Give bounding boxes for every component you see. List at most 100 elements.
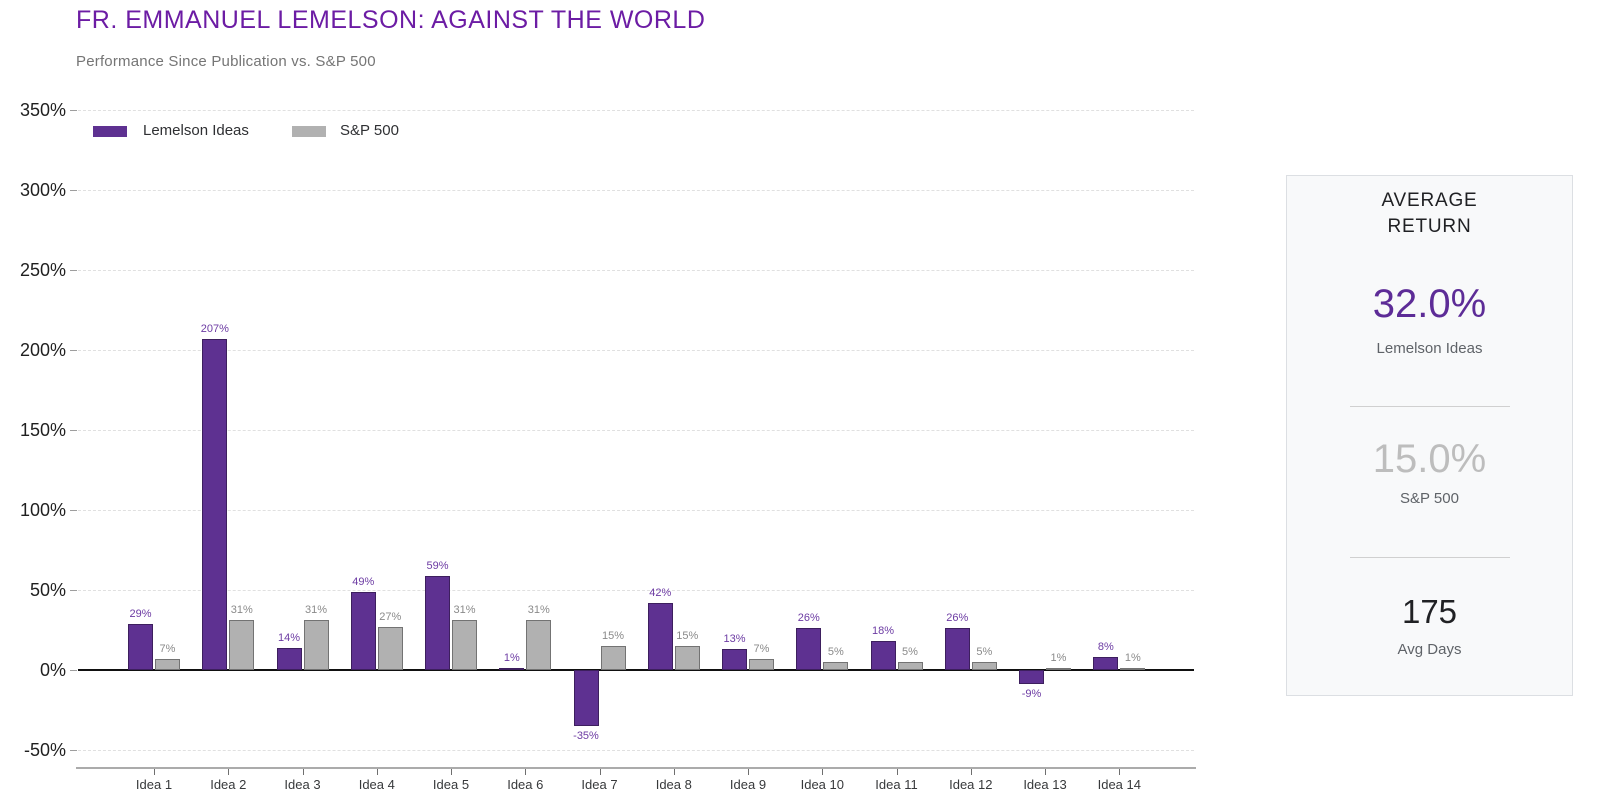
bar-s-p-500-idea-3[interactable] — [303, 620, 329, 670]
bar-s-p-500-idea-6[interactable] — [526, 620, 552, 670]
bar-lemelson-ideas-idea-7[interactable] — [573, 670, 599, 726]
bar-value-label: 13% — [723, 633, 746, 646]
bar-s-p-500-idea-7[interactable] — [600, 646, 626, 670]
bar-lemelson-ideas-idea-6[interactable] — [499, 668, 525, 671]
bar-lemelson-ideas-idea-1[interactable] — [128, 623, 153, 670]
average-return-panel: AVERAGE RETURN 32.0% Lemelson Ideas 15.0… — [1286, 175, 1573, 696]
y-axis-tick — [70, 590, 77, 591]
bar-s-p-500-idea-11[interactable] — [897, 662, 923, 670]
gridline — [78, 430, 1194, 431]
bar-s-p-500-idea-10[interactable] — [823, 662, 849, 670]
panel-divider — [1350, 406, 1510, 407]
bar-value-label: 31% — [453, 604, 476, 617]
bar-value-label: 27% — [379, 610, 402, 623]
bar-s-p-500-idea-4[interactable] — [377, 626, 403, 670]
x-axis-tick — [154, 769, 155, 775]
x-axis-label: Idea 3 — [284, 777, 321, 792]
gridline — [78, 110, 1194, 111]
bar-s-p-500-idea-12[interactable] — [971, 662, 997, 670]
y-axis-label: 250% — [19, 260, 66, 280]
bar-value-label: -35% — [573, 730, 599, 742]
bar-s-p-500-idea-8[interactable] — [674, 646, 700, 670]
x-axis-label: Idea 14 — [1097, 777, 1141, 792]
bar-lemelson-ideas-idea-12[interactable] — [944, 628, 970, 670]
bar-value-label: 207% — [200, 322, 229, 335]
gridline — [78, 350, 1194, 351]
legend-label-sp500[interactable]: S&P 500 — [340, 122, 399, 139]
bar-s-p-500-idea-13[interactable] — [1046, 668, 1071, 671]
x-axis-label: Idea 12 — [949, 777, 993, 792]
x-axis-tick — [302, 769, 304, 775]
bar-value-label: 7% — [753, 642, 770, 655]
bar-lemelson-ideas-idea-8[interactable] — [647, 602, 673, 670]
legend-swatch-lemelson-ideas[interactable] — [93, 126, 127, 137]
y-axis-tick — [70, 350, 77, 351]
bar-lemelson-ideas-idea-3[interactable] — [276, 647, 302, 670]
bar-lemelson-ideas-idea-10[interactable] — [796, 628, 822, 670]
bar-value-label: 31% — [230, 604, 253, 617]
bar-lemelson-ideas-idea-14[interactable] — [1093, 657, 1119, 670]
bar-s-p-500-idea-2[interactable] — [229, 620, 255, 670]
chart-subtitle: Performance Since Publication vs. S&P 50… — [76, 53, 376, 70]
bar-value-label: 15% — [601, 630, 625, 642]
bar-value-label: 42% — [649, 586, 672, 599]
y-axis-label: 300% — [19, 180, 66, 200]
y-axis-label: 200% — [19, 340, 66, 360]
y-axis-tick — [70, 670, 77, 671]
bar-value-label: 1% — [1124, 652, 1141, 665]
bar-lemelson-ideas-idea-4[interactable] — [350, 591, 376, 670]
y-axis-label: 0% — [39, 660, 66, 680]
bar-value-label: 31% — [304, 604, 328, 617]
bar-value-label: 5% — [976, 646, 993, 658]
bar-s-p-500-idea-5[interactable] — [452, 620, 477, 670]
gridline — [78, 750, 1194, 751]
bar-lemelson-ideas-idea-9[interactable] — [722, 649, 747, 670]
metric-label-avg-days: Avg Days — [1397, 641, 1462, 658]
legend-label-lemelson-ideas[interactable]: Lemelson Ideas — [143, 122, 249, 139]
legend-swatch-sp500[interactable] — [292, 126, 326, 137]
bar-s-p-500-idea-9[interactable] — [749, 658, 774, 670]
bar-lemelson-ideas-idea-2[interactable] — [202, 338, 228, 670]
y-axis-tick — [70, 430, 77, 431]
bar-value-label: -9% — [1021, 688, 1042, 701]
bar-value-label: 14% — [277, 631, 301, 644]
bar-value-label: 15% — [676, 630, 699, 642]
y-axis-label: 350% — [19, 100, 66, 120]
x-axis-tick — [970, 769, 972, 775]
x-axis-label: Idea 7 — [581, 777, 618, 792]
bar-lemelson-ideas-idea-11[interactable] — [870, 641, 896, 670]
x-axis-label: Idea 8 — [655, 777, 692, 792]
gridline — [78, 190, 1194, 191]
x-axis-label: Idea 11 — [875, 777, 918, 792]
x-axis-tick — [599, 769, 601, 775]
y-axis-label: 100% — [19, 500, 66, 520]
bar-lemelson-ideas-idea-13[interactable] — [1019, 670, 1044, 685]
gridline — [78, 590, 1194, 591]
x-axis-tick — [896, 769, 898, 775]
y-axis-label: -50% — [23, 740, 66, 760]
bar-value-label: 26% — [797, 612, 820, 625]
metric-label-lemelson-ideas: Lemelson Ideas — [1376, 340, 1483, 357]
y-axis-tick — [70, 190, 77, 191]
x-axis-tick — [228, 769, 230, 775]
gridline — [78, 510, 1194, 511]
bar-s-p-500-idea-1[interactable] — [155, 658, 180, 670]
panel-title: AVERAGE RETURN — [1381, 190, 1478, 237]
bar-value-label: 31% — [527, 604, 550, 617]
x-axis-tick — [1119, 769, 1121, 775]
bar-value-label: 5% — [827, 646, 844, 658]
bar-lemelson-ideas-idea-5[interactable] — [425, 575, 450, 670]
x-axis-tick — [1045, 769, 1046, 775]
bar-value-label: 8% — [1097, 641, 1114, 654]
bar-value-label: 49% — [352, 575, 375, 588]
x-axis-label: Idea 1 — [135, 777, 173, 792]
x-axis-tick — [673, 769, 675, 775]
bar-value-label: 5% — [902, 646, 918, 658]
bar-s-p-500-idea-14[interactable] — [1120, 668, 1146, 671]
x-axis-label: Idea 13 — [1023, 777, 1067, 792]
panel-divider — [1350, 557, 1510, 558]
gridline — [78, 270, 1194, 271]
metric-label-sp500: S&P 500 — [1400, 490, 1459, 507]
bar-value-label: 1% — [1050, 652, 1067, 665]
